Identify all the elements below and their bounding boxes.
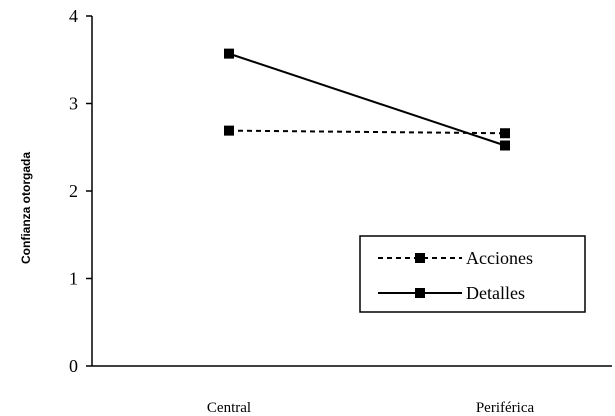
legend-marker <box>415 253 425 263</box>
data-point-marker <box>224 125 234 136</box>
legend-label: Acciones <box>466 248 533 268</box>
legend-marker <box>415 288 425 298</box>
legend-label: Detalles <box>466 283 525 303</box>
y-tick-label: 3 <box>69 94 78 114</box>
y-tick-label: 1 <box>69 269 78 289</box>
series-line <box>228 52 506 147</box>
series-acciones <box>224 125 510 139</box>
x-tick-label: Central <box>207 400 251 416</box>
data-point-marker <box>500 140 510 151</box>
y-axis: 0 1 2 3 4 <box>69 6 93 376</box>
series-layer <box>224 48 510 151</box>
y-axis-label: Confianza otorgada <box>19 152 33 264</box>
series-line <box>228 129 506 135</box>
x-tick-label: Periférica <box>476 400 535 416</box>
data-point-marker <box>224 48 234 59</box>
y-tick-label: 2 <box>69 181 78 201</box>
data-point-marker <box>500 128 510 139</box>
x-axis: Central Periférica <box>92 365 612 416</box>
legend-box <box>359 235 586 313</box>
y-tick-label: 4 <box>69 6 78 26</box>
legend: Acciones Detalles <box>359 235 586 313</box>
series-detalles <box>224 48 510 151</box>
y-tick-label: 0 <box>69 356 78 376</box>
